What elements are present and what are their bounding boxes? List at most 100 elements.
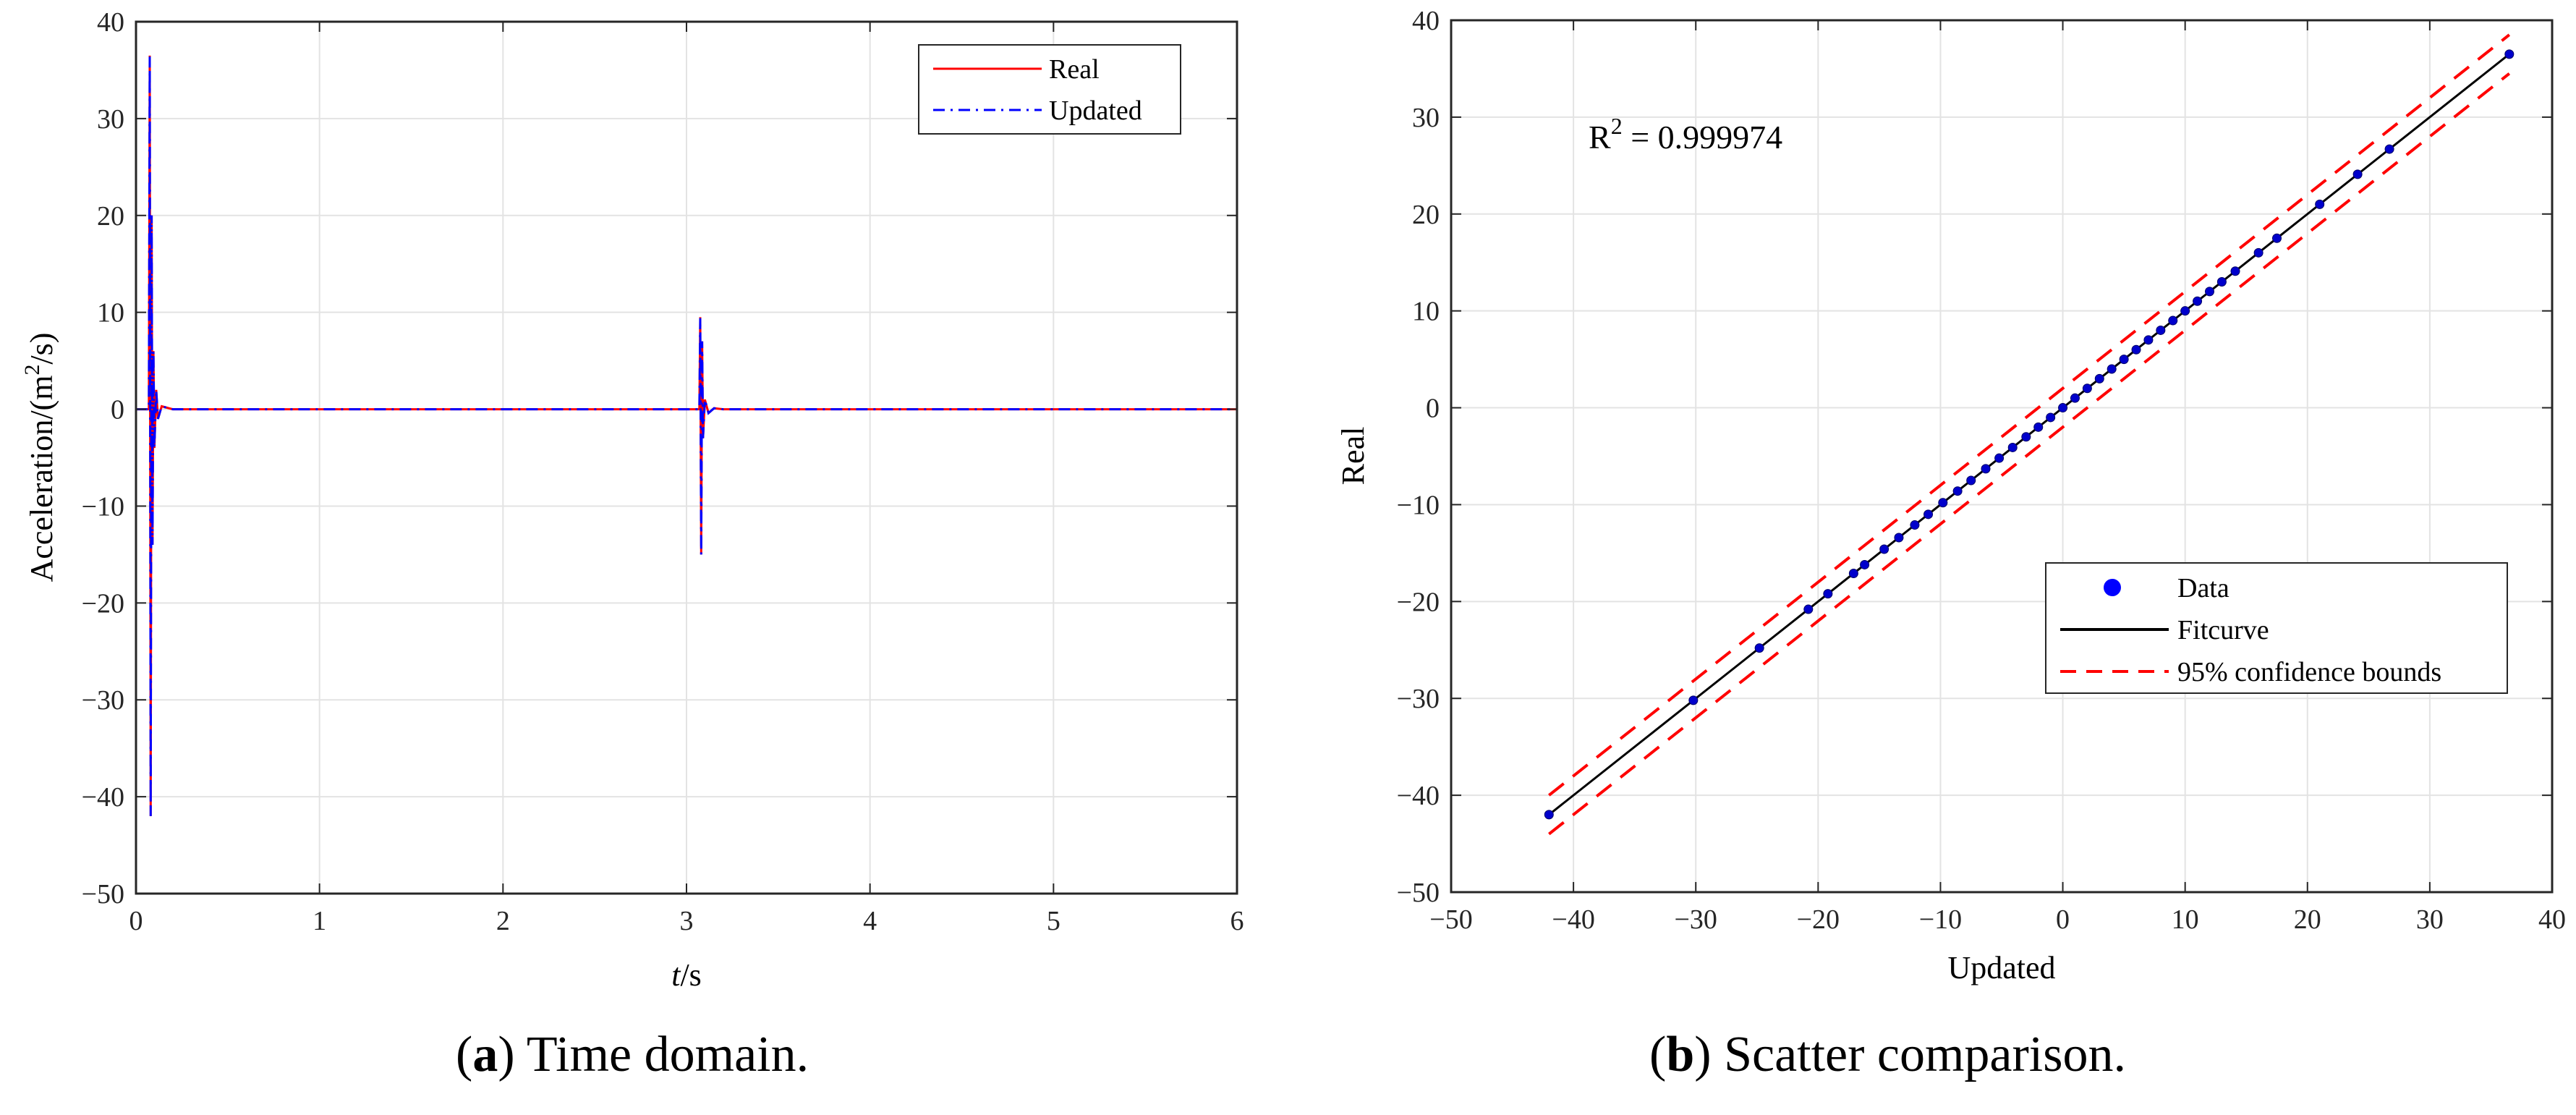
time-domain-x-tick-label: 4 <box>863 906 877 936</box>
x-axis-label-italic: t <box>671 957 681 993</box>
scatter-x-tick-label: 40 <box>2538 904 2566 935</box>
time-domain-y-tick-label: −30 <box>82 685 124 716</box>
scatter-y-tick-label: 20 <box>1412 200 1440 230</box>
data-point <box>2168 315 2178 326</box>
time-domain-x-tick-label: 0 <box>129 906 143 936</box>
scatter-x-tick-label: −40 <box>1552 904 1594 935</box>
data-point <box>2007 442 2018 452</box>
y-axis-label-sup: 2 <box>20 365 44 376</box>
x-axis-label-unit: /s <box>680 957 701 993</box>
time-domain-y-tick-label: −50 <box>82 879 124 910</box>
data-point <box>2058 403 2068 413</box>
scatter-y-tick-label: −30 <box>1397 684 1440 714</box>
time-domain-y-tick-label: −20 <box>82 588 124 619</box>
r-squared-symbol: R <box>1589 119 1611 156</box>
data-point <box>1938 498 1948 508</box>
scatter-comparison-chart: −50 −40 −30 −20 −10 0 10 20 30 40 40 30 20 10 0 −10 −20 −… <box>1335 6 2566 985</box>
time-domain-y-tick-label: 40 <box>97 7 124 38</box>
data-point <box>2216 277 2227 287</box>
time-domain-x-tick-label: 3 <box>680 906 694 936</box>
data-point <box>1823 589 1833 599</box>
data-point <box>2021 432 2031 442</box>
scatter-x-tick-label: 20 <box>2294 904 2321 935</box>
scatter-series <box>1544 33 2515 836</box>
data-point <box>1860 559 1870 569</box>
time-domain-x-tick-label: 2 <box>496 906 510 936</box>
data-point <box>2230 266 2240 276</box>
data-point <box>1848 569 1858 579</box>
caption-letter-a: a <box>472 1027 498 1082</box>
data-point <box>1952 486 1963 496</box>
time-domain-y-tick-label: 20 <box>97 201 124 232</box>
caption-text-a: Time domain. <box>526 1027 809 1082</box>
data-point <box>2094 373 2104 383</box>
time-domain-ticks: 0 1 2 3 4 5 6 40 30 20 10 0 −10 −20 −30 −40 −50 <box>82 7 1244 936</box>
data-point <box>2119 355 2129 365</box>
data-point <box>1966 475 1976 486</box>
data-point <box>1910 520 1920 530</box>
data-point <box>2082 383 2092 394</box>
r-squared-annotation: R2 = 0.999974 <box>1589 113 1782 156</box>
data-point <box>2180 306 2190 316</box>
legend-label-real: Real <box>1049 54 1100 85</box>
series-line-updated <box>136 56 1237 816</box>
time-domain-x-tick-label: 5 <box>1047 906 1060 936</box>
data-point <box>2143 335 2154 345</box>
r-squared-value: = 0.999974 <box>1623 119 1782 156</box>
scatter-y-tick-label: −10 <box>1397 490 1440 520</box>
legend-label-bounds: 95% confidence bounds <box>2177 657 2441 687</box>
time-domain-chart: 0 1 2 3 4 5 6 40 30 20 10 0 −10 −20 −30 −40 −50 t/s Acce… <box>20 7 1244 993</box>
time-domain-legend: Real Updated <box>918 44 1181 135</box>
caption-scatter: (b) Scatter comparison. <box>1649 1027 2126 1082</box>
time-domain-x-tick-label: 6 <box>1230 906 1244 936</box>
scatter-y-tick-label: −40 <box>1397 781 1440 811</box>
legend-label-updated: Updated <box>1049 96 1142 126</box>
scatter-y-tick-label: 40 <box>1412 6 1440 36</box>
data-point <box>2384 144 2394 154</box>
scatter-x-tick-label: −10 <box>1919 904 1962 935</box>
scatter-x-tick-label: −30 <box>1675 904 1717 935</box>
data-point <box>2352 169 2363 179</box>
data-point <box>2070 393 2080 403</box>
data-point <box>2193 296 2203 306</box>
data-point <box>1981 464 1991 474</box>
caption-time-domain: (a) Time domain. <box>456 1027 809 1082</box>
data-point <box>2046 412 2056 423</box>
legend-label-fitcurve: Fitcurve <box>2177 615 2269 645</box>
scatter-x-tick-label: 0 <box>2056 904 2070 935</box>
data-point <box>1544 810 1554 820</box>
scatter-y-tick-label: −20 <box>1397 587 1440 617</box>
data-point <box>2504 49 2515 59</box>
data-point <box>2033 422 2044 432</box>
scatter-ticks: −50 −40 −30 −20 −10 0 10 20 30 40 40 30 20 10 0 −10 −20 −… <box>1397 6 2566 935</box>
time-domain-x-axis-label: t/s <box>671 957 702 993</box>
time-domain-y-tick-label: 10 <box>97 298 124 328</box>
data-point <box>2204 287 2214 297</box>
time-domain-y-axis-label: Acceleration/(m2/s) <box>20 333 59 582</box>
caption-text-b: Scatter comparison. <box>1724 1027 2126 1082</box>
scatter-axes-box <box>1450 19 2554 894</box>
scatter-x-axis-label: Updated <box>1947 950 2055 985</box>
data-point <box>2272 233 2282 243</box>
caption-letter-b: b <box>1666 1027 1695 1082</box>
time-domain-y-tick-label: 0 <box>111 395 124 425</box>
y-axis-label-main: Acceleration/(m <box>24 376 59 582</box>
lower-confidence-bound <box>1548 72 2511 836</box>
upper-confidence-bound <box>1548 33 2511 797</box>
scatter-x-tick-label: −20 <box>1797 904 1840 935</box>
scatter-y-axis-label: Real <box>1335 427 1371 486</box>
time-domain-y-tick-label: −10 <box>82 491 124 522</box>
scatter-y-tick-label: 10 <box>1412 297 1440 327</box>
time-domain-y-tick-label: 30 <box>97 104 124 135</box>
legend-label-data: Data <box>2177 573 2229 603</box>
time-domain-y-tick-label: −40 <box>82 782 124 813</box>
data-point <box>2315 199 2325 209</box>
data-point <box>2253 247 2263 258</box>
legend-box <box>918 44 1181 135</box>
data-point <box>1688 695 1699 705</box>
data-point <box>2131 344 2141 355</box>
data-point <box>2156 325 2166 335</box>
scatter-y-tick-label: −50 <box>1397 878 1440 908</box>
time-domain-series <box>136 55 1237 816</box>
data-point <box>1803 604 1814 614</box>
